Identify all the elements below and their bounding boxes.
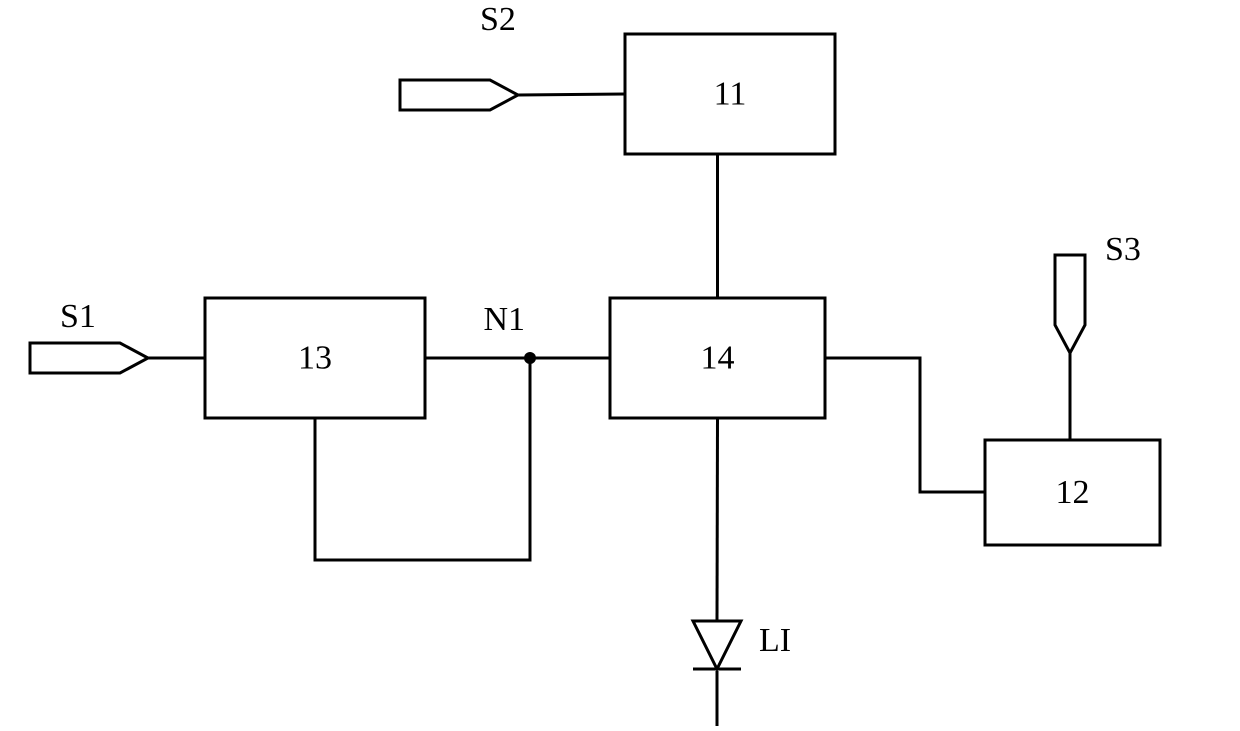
wire — [717, 418, 718, 621]
diode-label: LI — [759, 622, 791, 659]
signal-s3 — [1055, 255, 1085, 353]
signal-label-s3: S3 — [1105, 231, 1141, 268]
block-label-13: 13 — [298, 340, 332, 377]
node-label-n1: N1 — [483, 301, 525, 338]
wire — [825, 358, 985, 492]
node-n1 — [524, 352, 536, 364]
signal-s2 — [400, 80, 518, 110]
signal-label-s1: S1 — [60, 298, 96, 335]
diode-icon — [693, 621, 741, 669]
block-label-12: 12 — [1056, 474, 1090, 511]
signal-label-s2: S2 — [480, 1, 516, 38]
block-label-11: 11 — [714, 76, 747, 113]
block-diagram: 11 13 14 12 S1 S2 S3 N1 LI — [0, 0, 1240, 726]
wire — [518, 94, 625, 95]
signal-s1 — [30, 343, 148, 373]
block-label-14: 14 — [701, 340, 735, 377]
